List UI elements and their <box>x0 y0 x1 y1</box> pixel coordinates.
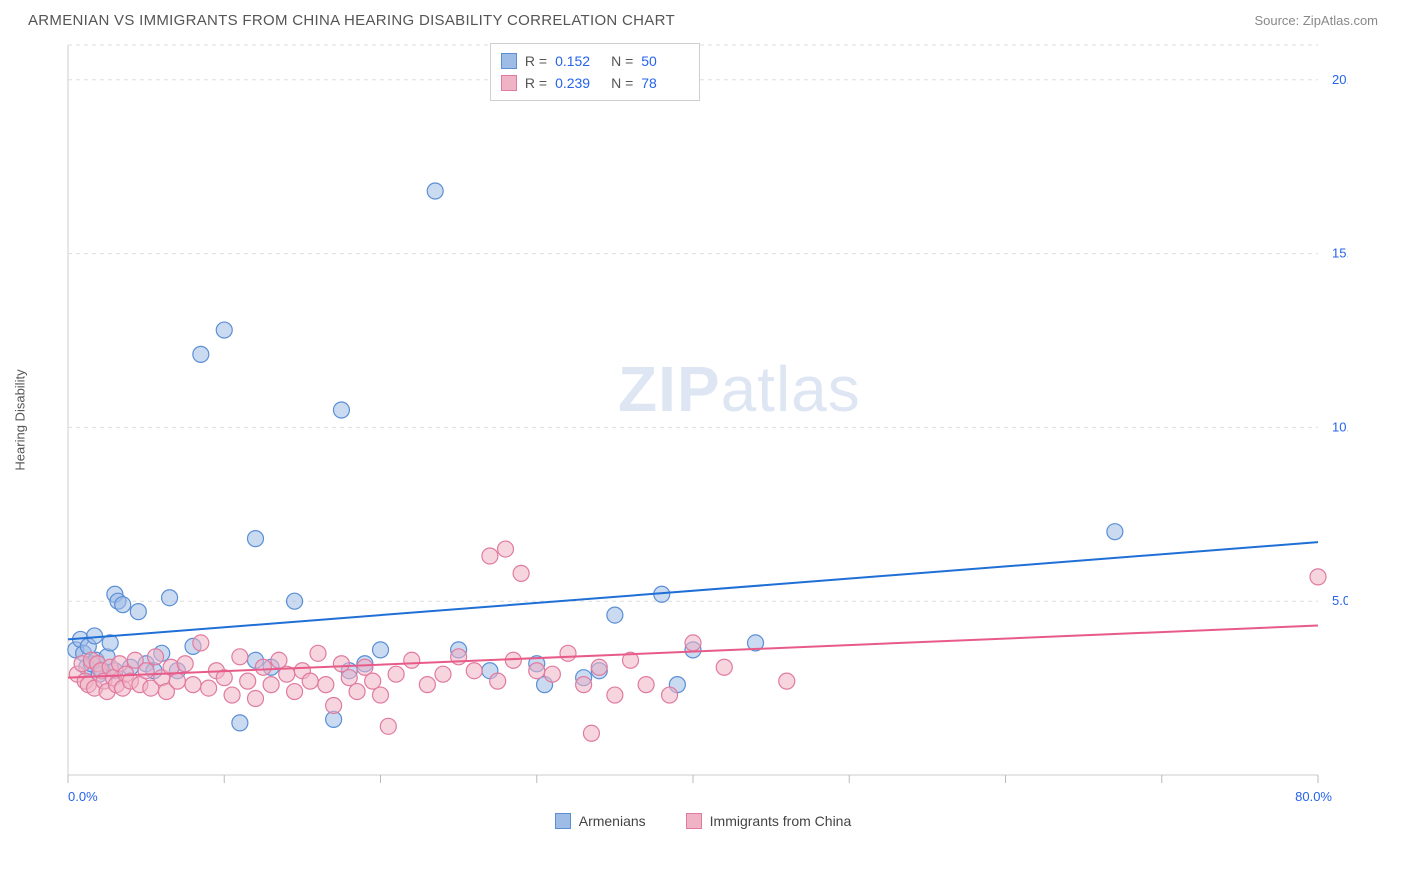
trend-line <box>68 626 1318 678</box>
data-point <box>583 725 599 741</box>
chart-title: ARMENIAN VS IMMIGRANTS FROM CHINA HEARIN… <box>28 12 675 29</box>
r-label: R = <box>525 72 547 94</box>
data-point <box>310 645 326 661</box>
data-point <box>263 677 279 693</box>
data-point <box>287 684 303 700</box>
data-point <box>318 677 334 693</box>
source-attribution: Source: ZipAtlas.com <box>1254 13 1378 28</box>
y-tick-label: 10.0% <box>1332 419 1348 434</box>
data-point <box>287 593 303 609</box>
data-point <box>177 656 193 672</box>
data-point <box>333 402 349 418</box>
n-value: 50 <box>641 50 689 72</box>
data-point <box>466 663 482 679</box>
stats-legend: R = 0.152 N = 50 R = 0.239 N = 78 <box>490 43 700 101</box>
data-point <box>216 322 232 338</box>
data-point <box>373 687 389 703</box>
data-point <box>482 548 498 564</box>
data-point <box>513 565 529 581</box>
data-point <box>388 666 404 682</box>
series-legend: Armenians Immigrants from China <box>0 805 1406 833</box>
stats-legend-row: R = 0.152 N = 50 <box>501 50 689 72</box>
data-point <box>373 642 389 658</box>
data-point <box>224 687 240 703</box>
data-point <box>716 659 732 675</box>
r-value: 0.152 <box>555 50 603 72</box>
data-point <box>607 687 623 703</box>
n-value: 78 <box>641 72 689 94</box>
data-point <box>591 659 607 675</box>
legend-swatch <box>501 53 517 69</box>
x-tick-label: 0.0% <box>68 789 98 804</box>
data-point <box>138 663 154 679</box>
y-tick-label: 20.0% <box>1332 72 1348 87</box>
data-point <box>1107 524 1123 540</box>
legend-label: Immigrants from China <box>710 813 852 829</box>
r-label: R = <box>525 50 547 72</box>
scatter-chart: 5.0% 10.0% 15.0% 20.0% 0.0% 80.0% <box>28 35 1348 805</box>
data-point <box>380 718 396 734</box>
data-point <box>130 604 146 620</box>
n-label: N = <box>611 50 633 72</box>
data-point <box>529 663 545 679</box>
legend-label: Armenians <box>579 813 646 829</box>
data-point <box>349 684 365 700</box>
stats-legend-row: R = 0.239 N = 78 <box>501 72 689 94</box>
data-point <box>419 677 435 693</box>
data-point <box>662 687 678 703</box>
data-point <box>435 666 451 682</box>
data-point <box>185 677 201 693</box>
data-point <box>255 659 271 675</box>
trend-line <box>68 542 1318 639</box>
data-point <box>302 673 318 689</box>
y-axis-label: Hearing Disability <box>13 369 28 470</box>
data-point <box>607 607 623 623</box>
data-point <box>427 183 443 199</box>
data-point <box>169 673 185 689</box>
r-value: 0.239 <box>555 72 603 94</box>
data-point <box>248 691 264 707</box>
data-point <box>779 673 795 689</box>
legend-item: Immigrants from China <box>686 813 852 829</box>
x-tick-label: 80.0% <box>1295 789 1332 804</box>
data-point <box>1310 569 1326 585</box>
data-point <box>326 697 342 713</box>
data-point <box>248 531 264 547</box>
data-point <box>240 673 256 689</box>
data-point <box>115 597 131 613</box>
data-point <box>638 677 654 693</box>
n-label: N = <box>611 72 633 94</box>
y-tick-label: 5.0% <box>1332 593 1348 608</box>
data-point <box>193 346 209 362</box>
data-point <box>193 635 209 651</box>
chart-container: Hearing Disability 5.0%10.0%15.0%20.0%0.… <box>28 35 1378 805</box>
data-point <box>576 677 592 693</box>
legend-swatch <box>555 813 571 829</box>
data-point <box>201 680 217 696</box>
legend-swatch <box>686 813 702 829</box>
legend-item: Armenians <box>555 813 646 829</box>
data-point <box>560 645 576 661</box>
data-point <box>404 652 420 668</box>
data-point <box>148 649 164 665</box>
data-point <box>685 635 701 651</box>
y-tick-label: 15.0% <box>1332 246 1348 261</box>
data-point <box>544 666 560 682</box>
legend-swatch <box>501 75 517 91</box>
data-point <box>162 590 178 606</box>
data-point <box>232 649 248 665</box>
data-point <box>232 715 248 731</box>
data-point <box>498 541 514 557</box>
data-point <box>490 673 506 689</box>
